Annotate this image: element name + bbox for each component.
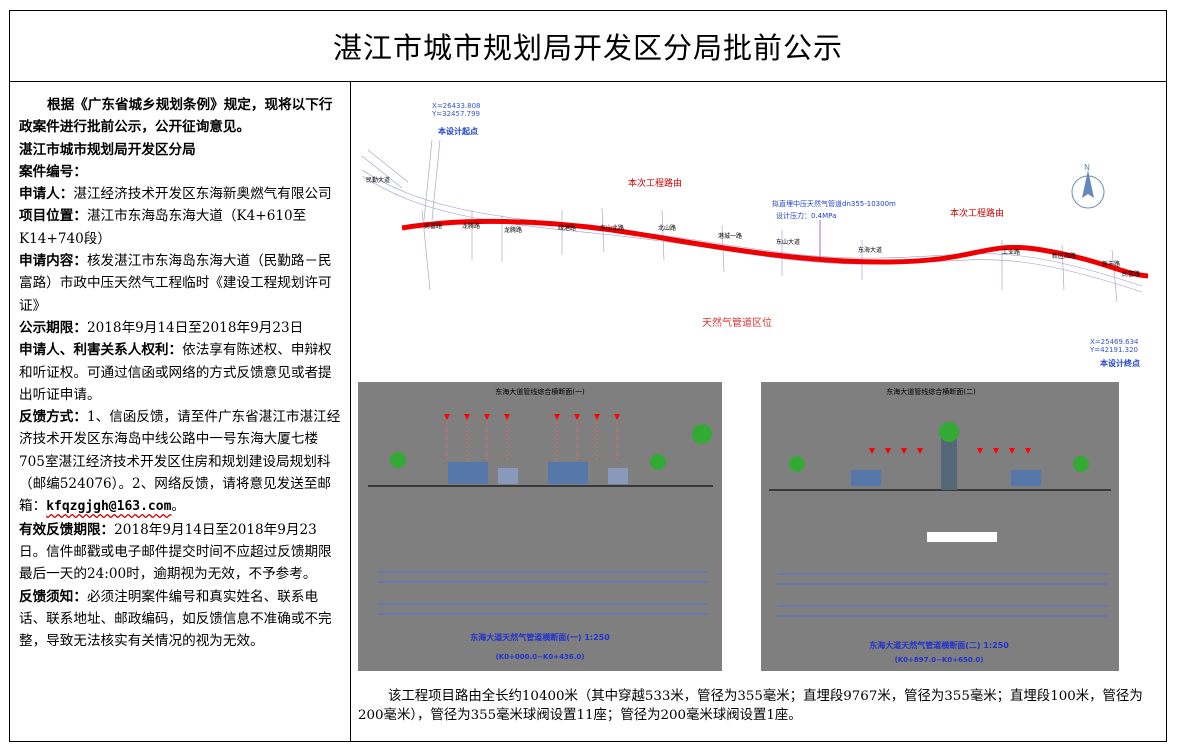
- svg-text:疏港路: 疏港路: [558, 224, 576, 232]
- intro-paragraph: 根据《广东省城乡规划条例》规定，现将以下行政案件进行批前公示，公开征询意见。: [19, 97, 333, 136]
- notice-label: 反馈须知：: [19, 588, 87, 605]
- svg-text:北山路: 北山路: [658, 224, 676, 232]
- page-title: 湛江市城市规划局开发区分局批前公示: [332, 31, 843, 65]
- content-label: 申请内容：: [19, 253, 87, 270]
- cross-section-2-drawing: 东海大道管线综合横断面(二) 东海大道天然气管道横断面(二) 1:250 (K0…: [761, 382, 1119, 671]
- end-point-label: 本设计终点: [1099, 358, 1140, 368]
- feedback-email-tail: 。: [171, 498, 186, 515]
- svg-text:民富路: 民富路: [424, 222, 442, 230]
- svg-text:X=25469.634: X=25469.634: [1090, 338, 1139, 346]
- period-label: 公示期限：: [19, 319, 87, 336]
- applicant-label: 申请人：: [19, 186, 74, 203]
- deadline-value: 2018年9月14日至2018年9月23日。信件邮戳或电子邮件提交时间不应超过反…: [19, 521, 332, 583]
- section-1-caption: 东海大道天然气管道横断面(一) 1:250: [470, 632, 610, 642]
- notice-frame: 湛江市城市规划局开发区分局批前公示 根据《广东省城乡规划条例》规定，现将以下行政…: [9, 10, 1167, 742]
- drawing-column: 民勤大道 民富路 龙腾路 龙腾路 疏港路 东山北路 北山路 港城一路 东山大道 东海大道 工业…: [352, 82, 1167, 742]
- applicant-value: 湛江经济技术开发区东海新奥燃气有限公司: [73, 186, 332, 203]
- svg-text:Y=42191.320: Y=42191.320: [1089, 346, 1138, 354]
- svg-text:新区西路: 新区西路: [1052, 252, 1076, 260]
- feedback-email-link[interactable]: kfqzgjgh@163.com: [46, 499, 172, 515]
- project-summary: 该工程项目路由全长约10400米（其中穿越533米，管径为355毫米；直埋段97…: [358, 689, 1143, 724]
- north-arrow-icon: N: [1071, 163, 1105, 209]
- org-name: 湛江市城市规划局开发区分局: [19, 141, 196, 158]
- title-row: 湛江市城市规划局开发区分局批前公示: [10, 11, 1166, 82]
- svg-text:龙腾路: 龙腾路: [504, 226, 522, 234]
- svg-text:东山北路: 东山北路: [600, 224, 624, 232]
- section-1-top-title: 东海大道管线综合横断面(一): [495, 387, 585, 396]
- route-label-2: 本次工程路由: [950, 207, 1004, 219]
- content-value: 核发湛江市东海岛东海大道（民勤路－民富路）市政中压天然气工程临时《建设工程规划许…: [19, 253, 332, 314]
- notice-text-column: 根据《广东省城乡规划条例》规定，现将以下行政案件进行批前公示，公开征询意见。 湛…: [10, 82, 351, 742]
- feedback-label: 反馈方式：: [19, 409, 87, 426]
- svg-text:民勤大道: 民勤大道: [366, 176, 390, 184]
- deadline-label: 有效反馈期限：: [19, 521, 115, 538]
- svg-text:港城一路: 港城一路: [718, 232, 742, 240]
- start-coordinate-x: X=26433.808: [432, 102, 481, 110]
- section-1-range: (K0+000.0~K0+436.0): [496, 653, 585, 661]
- location-value: 湛江市东海岛东海大道（K4+610至K14+740段）: [19, 208, 307, 247]
- feedback-value: 1、信函反馈，请至件广东省湛江市湛江经济技术开发区东海岛中线公路中一号东海大厦七…: [19, 409, 341, 515]
- location-label: 项目位置：: [19, 208, 87, 225]
- start-coordinate-y: Y=32457.799: [431, 110, 480, 118]
- section-2-top-title: 东海大道管线综合横断面(二): [886, 387, 976, 396]
- svg-text:民富路: 民富路: [1122, 270, 1140, 278]
- section-2-caption: 东海大道天然气管道横断面(二) 1:250: [869, 640, 1009, 650]
- pipe-spec-label: 拟直埋中压天然气管道dn355-10300m: [772, 199, 896, 208]
- svg-text:东山大道: 东山大道: [776, 238, 800, 246]
- route-label-1: 本次工程路由: [628, 177, 682, 189]
- rights-label: 申请人、利害关系人权利：: [19, 342, 183, 359]
- pressure-label: 设计压力：0.4MPa: [776, 211, 836, 220]
- svg-text:工业路: 工业路: [1002, 248, 1020, 256]
- svg-text:新丰路: 新丰路: [1102, 260, 1120, 268]
- rights-value: 依法享有陈述权、申辩权和听证权。可通过信函或网络的方式反馈意见或者提出听证申请。: [19, 342, 332, 403]
- svg-text:N: N: [1084, 163, 1090, 172]
- case-number-label: 案件编号：: [19, 163, 87, 180]
- svg-text:龙腾路: 龙腾路: [462, 222, 480, 230]
- section-2-range: (K0+897.0~K0+650.0): [895, 656, 984, 664]
- start-point-label: 本设计起点: [437, 126, 478, 136]
- cross-section-1-drawing: 东海大道管线综合横断面(一) 东海大道天然气管道横断面(一) 1:250 (K: [358, 382, 722, 671]
- zone-label: 天然气管道区位: [702, 316, 772, 329]
- period-value: 2018年9月14日至2018年9月23日: [86, 319, 304, 336]
- notice-value: 必须注明案件编号和真实姓名、联系电话、联系地址、邮政编码，如反馈信息不准确或不完…: [19, 588, 332, 650]
- svg-text:东海大道: 东海大道: [858, 246, 882, 254]
